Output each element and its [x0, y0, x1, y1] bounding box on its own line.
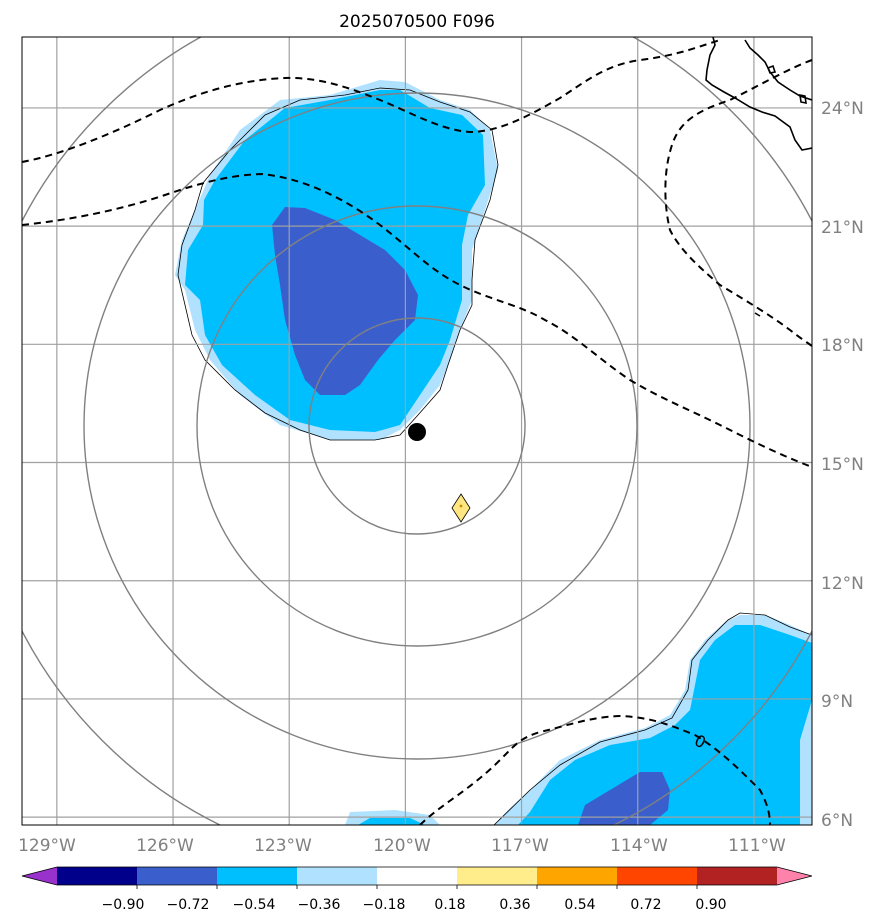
yellow-diamond-icon [451, 493, 471, 523]
map-panel: 0 24°N 21°N 18°N 15°N 12°N 9 [18, 36, 864, 856]
cbar-tick-label: 0.18 [434, 897, 465, 913]
coastline-island-2 [799, 93, 807, 105]
range-ring [196, 205, 638, 647]
colorbar [21, 866, 813, 889]
cbar-tick-label: 0.36 [499, 897, 530, 913]
anomaly-fill-dark [272, 207, 418, 395]
colorbar-outline [21, 866, 813, 886]
colorbar-extend-low [22, 867, 57, 885]
black-dot-icon [408, 423, 426, 441]
coastline-small [754, 312, 761, 317]
range-ring [308, 317, 526, 535]
cbar-tick-label: −0.72 [167, 897, 210, 913]
colorbar-segment [457, 867, 538, 885]
anomaly-outline-se [493, 612, 812, 825]
lon-label-129: 129°W [18, 836, 76, 856]
colorbar-segment [297, 867, 378, 885]
colorbar-segment [617, 867, 698, 885]
anomaly-outline [177, 87, 499, 441]
lat-label-24: 24°N [821, 99, 864, 119]
lat-label-18: 18°N [821, 336, 864, 356]
lon-label-117: 117°W [491, 836, 549, 856]
colorbar-segment [537, 867, 618, 885]
lat-label-21: 21°N [821, 218, 864, 238]
map-frame [21, 36, 813, 826]
graticule [22, 37, 812, 825]
coastline [705, 37, 812, 317]
lat-label-12: 12°N [821, 574, 864, 594]
colorbar-segment [217, 867, 298, 885]
cbar-tick-label: −0.90 [102, 897, 145, 913]
cbar-tick-label: 0.72 [630, 897, 661, 913]
lon-label-126: 126°W [136, 836, 194, 856]
colorbar-segment [697, 867, 778, 885]
colorbar-tick-labels: −0.90 −0.72 −0.54 −0.36 −0.18 0.18 0.36 … [102, 897, 727, 913]
colorbar-segment [137, 867, 218, 885]
colorbar-segment [377, 867, 458, 885]
range-rings [22, 37, 812, 825]
dashed-contours [22, 39, 812, 825]
lat-label-6: 6°N [821, 811, 853, 831]
dashed-contour-south [419, 714, 771, 825]
anomaly-region-north [175, 80, 499, 441]
cbar-tick-label: 0.90 [695, 897, 726, 913]
lat-label-15: 15°N [821, 455, 864, 475]
anomaly-fill-dark-se [578, 772, 670, 825]
lon-label-114: 114°W [610, 836, 668, 856]
coastline-baja [705, 37, 812, 151]
map-title: 2025070500 F096 [339, 12, 495, 32]
colorbar-extend-high [777, 867, 812, 885]
lon-label-120: 120°W [373, 836, 431, 856]
dashed-contour-northeast [664, 59, 812, 347]
cbar-tick-label: −0.18 [363, 897, 406, 913]
longitude-labels: 129°W 126°W 123°W 120°W 117°W 114°W 111°… [18, 836, 786, 856]
dashed-contour-northwest-2 [22, 172, 812, 468]
anomaly-fill-medium-se [518, 625, 812, 825]
cbar-tick-label: 0.54 [564, 897, 595, 913]
cbar-tick-label: −0.36 [298, 897, 341, 913]
lon-label-111: 111°W [728, 836, 786, 856]
anomaly-fill-medium-bottom [358, 818, 425, 825]
latitude-labels: 24°N 21°N 18°N 15°N 12°N 9°N 6°N [821, 99, 864, 831]
coastline-island-1 [766, 64, 777, 74]
colorbar-segment [57, 867, 138, 885]
range-ring [83, 92, 751, 760]
dashed-contour-northwest-1 [22, 39, 721, 163]
cbar-tick-label: −0.54 [233, 897, 276, 913]
lat-label-9: 9°N [821, 692, 853, 712]
lon-label-123: 123°W [254, 836, 312, 856]
